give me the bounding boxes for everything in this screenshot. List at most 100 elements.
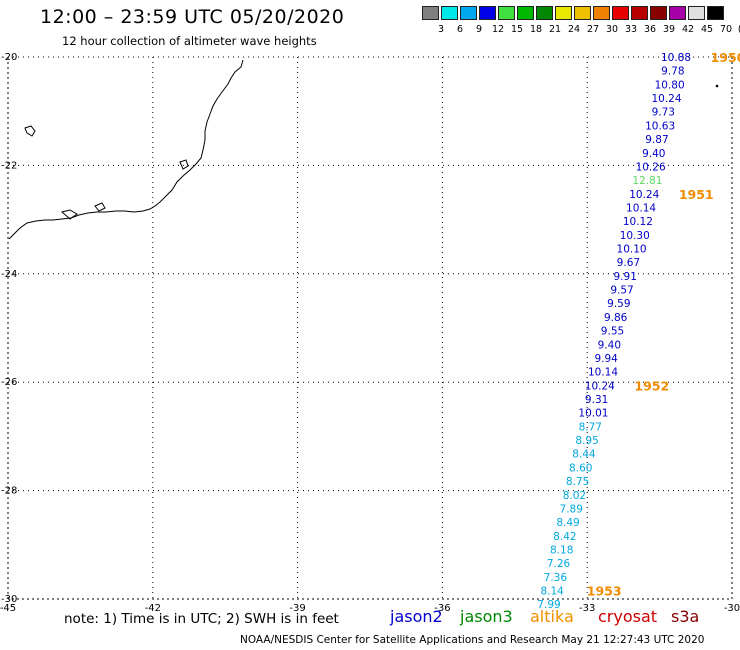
scale-label: 39 [662,24,676,35]
swh-value-label: 9.78 [661,66,684,78]
map-subtitle: 12 hour collection of altimeter wave hei… [62,34,317,48]
scale-label: 9 [475,24,483,35]
scale-swatch [593,6,610,20]
swh-value-label: 10.12 [623,216,653,228]
scale-label: 42 [681,24,695,35]
scale-swatch [460,6,477,20]
scale-swatch [422,6,439,20]
swh-value-label: 9.40 [598,339,621,351]
scale-swatch [650,6,667,20]
island-outline [179,159,189,170]
scale-swatch [517,6,534,20]
swh-value-label: 9.86 [604,312,628,324]
scale-label: 36 [643,24,657,35]
island-outline [24,125,36,137]
map-frame [7,56,733,600]
swh-value-label: 9.91 [614,271,637,283]
satellite-legend-jason2: jason2 [390,607,443,626]
scale-swatch [574,6,591,20]
coastline-path [8,59,244,240]
swh-value-label: 8.49 [556,517,579,529]
lon-tick-label: -36 [434,603,450,614]
scale-label: 33 [624,24,638,35]
lat-tick-label: -20 [1,52,17,63]
satellite-legend-altika: altika [530,607,574,626]
pass-time-label: 1951 [679,187,714,202]
swh-value-label: 10.14 [626,202,656,214]
island-dot [715,84,719,88]
island-outline [94,202,106,212]
pass-time-label: 1952 [634,378,669,393]
coastline [8,59,719,240]
swh-value-label: 9.94 [594,353,618,365]
scale-label: 21 [548,24,562,35]
scale-label: (ft) [738,24,740,35]
swh-value-label: 8.18 [550,544,573,556]
swh-value-label: 10.24 [651,93,681,105]
note-text: note: 1) Time is in UTC; 2) SWH is in fe… [64,611,339,627]
pass-time-label: 1953 [587,584,622,599]
swh-value-label: 10.80 [655,79,685,91]
lat-tick-label: -22 [1,160,17,171]
lon-tick-label: -42 [145,603,161,614]
swh-value-label: 10.14 [588,367,618,379]
swh-value-label: 8.42 [553,531,576,543]
swh-value-label: 12.81 [632,175,662,187]
swh-value-label: 10.24 [629,189,659,201]
swh-value-label: 9.87 [645,134,668,146]
satellite-legend-jason3: jason3 [460,607,513,626]
scale-swatch [536,6,553,20]
swh-value-label: 7.89 [560,503,583,515]
pass-time-labels: 1950 1951 1952 1953 [587,50,740,599]
scale-swatch [498,6,515,20]
scale-swatch [441,6,458,20]
swh-value-label: 8.02 [563,490,586,502]
map-title: 12:00 – 23:59 UTC 05/20/2020 [40,6,345,28]
pass-time-label: 1950 [711,50,740,65]
scale-label: 70 [719,24,733,35]
scale-label: 18 [529,24,543,35]
satellite-legend-cryosat: cryosat [598,607,658,626]
swh-value-label: 9.59 [607,298,630,310]
swh-value-label: 8.44 [572,449,596,461]
swh-value-label: 10.63 [645,120,675,132]
swh-value-label: 7.99 [537,599,560,611]
swh-value-label: 9.55 [601,326,624,338]
scale-label: 30 [605,24,619,35]
swh-value-label: 7.36 [544,572,568,584]
scale-label: 45 [700,24,714,35]
lat-tick-label: -30 [1,594,17,605]
scale-swatch [669,6,686,20]
scale-swatch [707,6,724,20]
swh-value-label: 9.67 [617,257,640,269]
scale-label: 24 [567,24,581,35]
footer-credit: NOAA/NESDIS Center for Satellite Applica… [240,634,705,646]
swh-value-label: 8.14 [540,586,564,598]
lon-tick-label: -30 [724,603,740,614]
satellite-legend-s3a: s3a [671,607,700,626]
swh-value-label: 10.24 [585,380,615,392]
lon-tick-label: -33 [579,603,595,614]
scale-swatch [555,6,572,20]
scale-swatch [631,6,648,20]
scale-label: 3 [437,24,445,35]
axis-tick-labels: -45 -42 -39 -36 -33 -30 -20 -22 -24 -26 -28 -30 [0,52,740,614]
swh-value-label: 9.31 [585,394,608,406]
swh-value-label: 7.26 [547,558,571,570]
lat-lon-grid [7,56,733,600]
swh-value-label: 9.73 [652,107,675,119]
swh-value-label: 9.40 [642,148,665,160]
swh-value-label: 8.95 [575,435,598,447]
scale-label: 6 [456,24,464,35]
swh-value-label: 10.30 [620,230,650,242]
scale-swatch [479,6,496,20]
swh-value-label: 8.75 [566,476,589,488]
lon-tick-label: -39 [289,603,305,614]
lon-tick-label: -45 [0,603,16,614]
swh-value-label: 8.60 [569,462,592,474]
swh-value-label: 10.01 [578,408,608,420]
lat-tick-label: -28 [1,486,17,497]
swh-value-label: 10.88 [661,52,691,64]
